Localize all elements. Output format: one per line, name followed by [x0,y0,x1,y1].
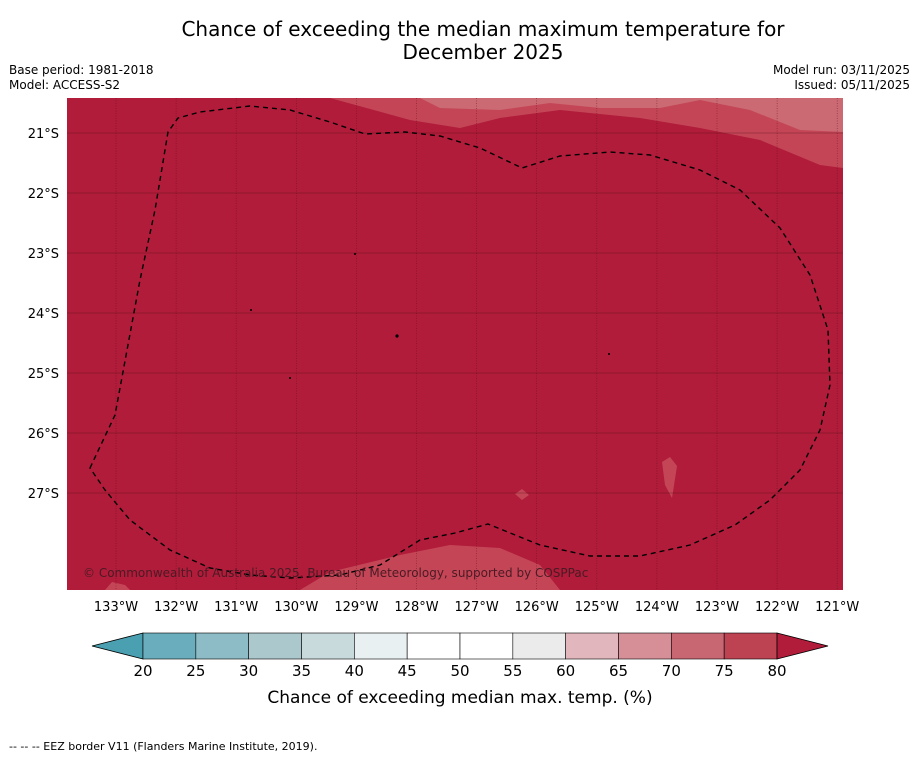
graticule [67,98,843,590]
longitude-label: 123°W [695,600,739,615]
longitude-label: 129°W [334,600,378,615]
longitude-label: 131°W [214,600,258,615]
issued-date: Issued: 05/11/2025 [794,78,910,92]
colorbar-bin [142,632,197,660]
field-band-75-patch-small [515,489,529,500]
eez-border [89,105,831,579]
latitude-label: 21°S [28,127,59,142]
colorbar-tick-label: 30 [239,662,258,680]
island [395,334,399,338]
latitude-label: 27°S [28,487,59,502]
colorbar-tick-label: 55 [503,662,522,680]
colorbar-bin [565,632,619,660]
islands [250,253,610,379]
latitude-label: 22°S [28,187,59,202]
model-run: Model run: 03/11/2025 [772,63,910,77]
field-band-75-south [300,545,560,590]
colorbar-bin [195,632,249,660]
colorbar-under-arrow [91,632,144,660]
colorbar-tick-label: 75 [715,662,734,680]
model-name: Model: ACCESS-S2 [9,78,121,92]
temperature-field [67,98,843,590]
field-base-80 [67,98,843,590]
colorbar-tick-label: 70 [662,662,681,680]
longitude-label: 122°W [755,600,799,615]
colorbar-tick-label: 45 [398,662,417,680]
title-line-2: December 2025 [402,40,564,64]
colorbar-bin [248,632,302,660]
colorbar-tick-label: 25 [186,662,205,680]
colorbar-bin [671,632,725,660]
colorbar-over-arrow [776,632,829,660]
longitude-label: 121°W [815,600,859,615]
colorbar-bin [301,632,355,660]
metadata-right: Model run: 03/11/2025 Issued: 05/11/2025 [773,63,910,93]
colorbar-tick-label: 50 [450,662,469,680]
colorbar-bin [618,632,672,660]
copyright-notice: © Commonwealth of Australia 2025, Bureau… [83,566,588,580]
latitude-label: 26°S [28,427,59,442]
longitude-label: 124°W [635,600,679,615]
latitude-label: 24°S [28,307,59,322]
field-band-70-north [420,98,843,132]
island [608,353,610,355]
latitude-label: 25°S [28,367,59,382]
colorbar [91,632,829,660]
eez-footnote: -- -- -- EEZ border V11 (Flanders Marine… [9,740,318,753]
latitude-labels: 21°S 22°S 23°S 24°S 25°S 26°S 27°S [28,127,59,502]
field-band-75-north [300,98,843,168]
colorbar-bin [406,632,461,660]
chart-title: Chance of exceeding the median maximum t… [0,18,919,64]
longitude-label: 132°W [154,600,198,615]
longitude-label: 127°W [455,600,499,615]
colorbar-tick-label: 80 [767,662,786,680]
longitude-label: 130°W [274,600,318,615]
colorbar-label: Chance of exceeding median max. temp. (%… [267,688,652,708]
colorbar-ticks: 20 25 30 35 40 45 50 55 60 65 70 75 80 [133,662,786,680]
colorbar-tick-label: 20 [133,662,152,680]
field-band-75-southwest [105,582,130,590]
latitude-label: 23°S [28,247,59,262]
colorbar-bin [512,632,566,660]
field-band-75-patch [662,457,677,498]
title-line-1: Chance of exceeding the median maximum t… [181,17,785,41]
colorbar-bin [354,632,408,660]
base-period: Base period: 1981-2018 [9,63,154,77]
longitude-label: 126°W [515,600,559,615]
longitude-label: 133°W [94,600,138,615]
colorbar-bin [459,632,514,660]
longitude-labels: 133°W 132°W 131°W 130°W 129°W 128°W 127°W 126°W… [94,600,860,615]
colorbar-tick-label: 60 [556,662,575,680]
longitude-label: 125°W [575,600,619,615]
metadata-left: Base period: 1981-2018 Model: ACCESS-S2 [9,63,154,93]
colorbar-bin [723,632,778,660]
colorbar-tick-label: 65 [609,662,628,680]
island [289,377,291,379]
colorbar-tick-label: 35 [292,662,311,680]
longitude-label: 128°W [394,600,438,615]
island [354,253,356,255]
colorbar-tick-label: 40 [345,662,364,680]
island [250,309,252,311]
